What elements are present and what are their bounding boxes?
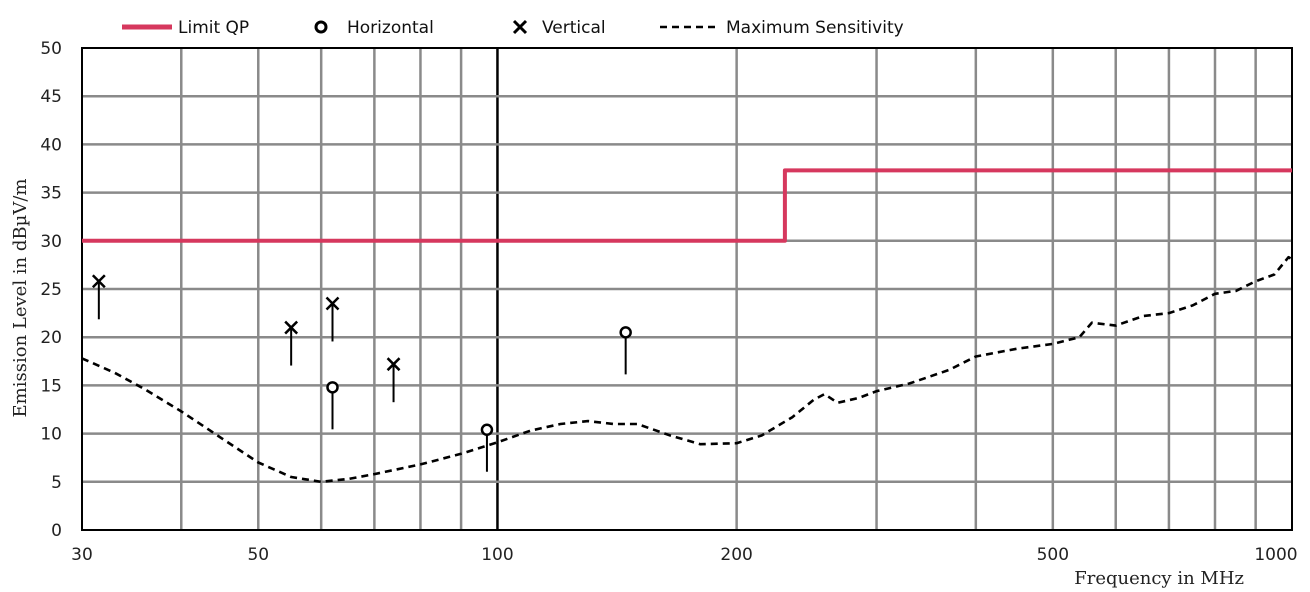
legend-label: Limit QP [178,18,249,38]
max-sensitivity-line [81,255,1293,484]
y-tick-label: 0 [51,521,62,541]
horizontal-marker [326,381,339,394]
series-maximum-sensitivity [81,255,1293,484]
y-axis-label: Emission Level in dBµV/m [10,179,31,418]
x-tick-labels: 30 50 100 200 500 1000 [71,545,1297,565]
series-horizontal [326,326,632,472]
x-tick-label: 200 [720,545,752,565]
y-tick-label: 5 [51,473,62,493]
y-tick-label: 15 [40,376,62,396]
horizontal-marker [619,326,632,339]
y-tick-label: 30 [40,232,62,252]
y-tick-labels: 0 5 10 15 20 25 30 35 40 45 50 [40,39,62,541]
x-tick-label: 30 [71,545,93,565]
y-tick-label: 40 [40,135,62,155]
legend-swatch [512,19,528,35]
major-gridlines [82,48,1292,530]
legend-label: Horizontal [347,18,434,38]
y-tick-label: 25 [40,280,62,300]
legend-label: Vertical [542,18,606,38]
y-tick-label: 10 [40,425,62,445]
y-tick-label: 20 [40,328,62,348]
y-tick-label: 45 [40,87,62,107]
legend-item: Horizontal [314,18,434,38]
legend: Limit QP Horizontal Vertical Maximum Sensit… [122,18,904,38]
x-axis-label: Frequency in MHz [1074,568,1244,589]
y-tick-label: 50 [40,39,62,59]
vertical-marker [284,320,299,335]
legend-item: Maximum Sensitivity [660,18,904,38]
legend-label: Maximum Sensitivity [726,18,904,38]
x-tick-label: 50 [247,545,269,565]
plot-frame [81,47,1293,531]
x-tick-label: 1000 [1254,545,1297,565]
y-tick-label: 35 [40,184,62,204]
horizontal-marker [480,423,494,436]
legend-swatch [314,20,328,34]
series-vertical [91,274,401,403]
series-layer [81,168,1293,484]
series-limit-qp [82,168,1292,243]
x-tick-label: 500 [1037,545,1069,565]
vertical-marker [325,296,340,311]
legend-item: Vertical [512,18,606,38]
vertical-marker [386,357,401,372]
vertical-marker [91,274,106,289]
limit-qp-line [82,168,1292,243]
x-tick-label: 100 [481,545,513,565]
legend-item: Limit QP [122,18,249,38]
